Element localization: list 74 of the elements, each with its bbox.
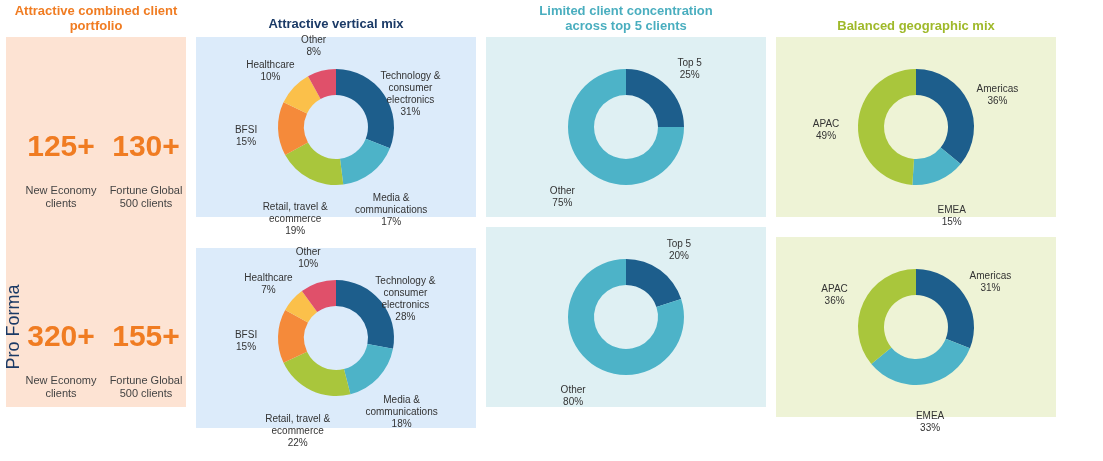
data-label: 18% xyxy=(391,417,412,429)
data-label: 36% xyxy=(824,294,845,306)
donut-slice xyxy=(301,280,336,313)
donut-slice xyxy=(858,269,916,364)
slice-label: Other xyxy=(301,33,327,45)
slice-label: Retail, travel & ecommerce xyxy=(265,413,331,437)
chart-title: Attractive vertical mix xyxy=(268,15,405,31)
donut-slice xyxy=(871,338,970,385)
data-label: 20% xyxy=(668,250,690,262)
slice-label: APAC xyxy=(812,118,840,130)
slice-label: Top 5 xyxy=(666,238,692,250)
chart-title: Limited client concentration across top 5 clients xyxy=(539,3,713,33)
text: 320+ xyxy=(27,319,95,352)
slice-label: BFSI xyxy=(234,123,258,135)
text: 155+ xyxy=(112,319,180,352)
slice-label: BFSI xyxy=(234,329,258,341)
donut-slice xyxy=(340,138,390,185)
text: New Economy clients xyxy=(25,184,97,209)
data-label: 15% xyxy=(941,215,962,227)
slice-label: Other xyxy=(295,246,322,258)
data-label: 36% xyxy=(987,94,1008,106)
data-label: 15% xyxy=(236,341,257,353)
donut-slice xyxy=(912,147,961,185)
text: 125+ xyxy=(27,129,95,162)
slice-label: EMEA xyxy=(937,203,967,215)
donut-slice xyxy=(283,351,351,396)
slice-label: Retail, travel & ecommerce xyxy=(262,201,328,225)
data-label: 80% xyxy=(563,395,584,407)
text: 130+ xyxy=(112,129,180,162)
text: Pro Forma xyxy=(3,283,23,370)
text: New Economy clients xyxy=(25,374,97,399)
data-label: 15% xyxy=(236,135,257,147)
slice-label: Americas xyxy=(969,270,1012,282)
data-label: 49% xyxy=(816,130,837,142)
slice-label: Media & communications xyxy=(365,393,438,417)
data-label: 10% xyxy=(260,71,281,83)
donut-slice xyxy=(568,259,684,375)
slice-label: Media & communications xyxy=(355,192,428,216)
slice-label: Technology & consumer electronics xyxy=(380,70,441,106)
data-label: 28% xyxy=(395,310,416,322)
slice-label: EMEA xyxy=(915,409,945,421)
donut-slice xyxy=(343,344,393,395)
slice-label: Americas xyxy=(976,82,1019,94)
data-label: 31% xyxy=(400,106,421,118)
slice-label: Other xyxy=(560,383,587,395)
slice-label: Healthcare xyxy=(244,272,294,284)
text: Fortune Global 500 clients xyxy=(109,374,183,399)
slice-label: Other xyxy=(549,184,576,196)
donut-slice xyxy=(916,69,974,164)
donut-slice xyxy=(858,69,916,185)
slice-label: Technology & consumer electronics xyxy=(375,274,436,310)
data-label: 22% xyxy=(287,437,308,449)
text: Fortune Global 500 clients xyxy=(109,184,183,209)
slice-label: Top 5 xyxy=(677,57,703,69)
data-label: 17% xyxy=(381,216,402,228)
slice-label: Healthcare xyxy=(246,59,296,71)
donut-slice xyxy=(285,142,344,185)
data-label: 7% xyxy=(261,284,276,296)
donut-slice xyxy=(308,69,336,99)
donut-slice xyxy=(278,102,308,155)
data-label: 10% xyxy=(298,258,319,270)
text: Attractive combined client portfolio xyxy=(14,3,178,33)
data-label: 75% xyxy=(552,196,573,208)
data-label: 8% xyxy=(306,45,321,57)
data-label: 31% xyxy=(980,282,1001,294)
donut-slice xyxy=(283,76,321,114)
data-label: 25% xyxy=(679,69,700,81)
donut-slice xyxy=(278,310,308,363)
donut-slice xyxy=(626,259,682,308)
data-label: 19% xyxy=(285,225,306,237)
chart-title: Balanced geographic mix xyxy=(837,18,996,33)
data-label: 33% xyxy=(920,421,941,433)
donut-slice xyxy=(285,291,318,323)
slice-label: APAC xyxy=(821,282,848,294)
